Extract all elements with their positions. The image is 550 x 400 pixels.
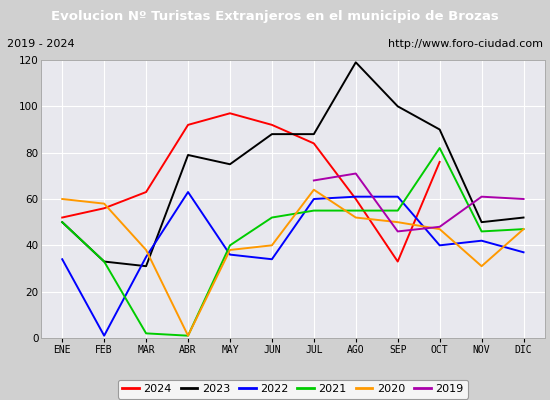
Text: http://www.foro-ciudad.com: http://www.foro-ciudad.com [388, 39, 543, 49]
Text: Evolucion Nº Turistas Extranjeros en el municipio de Brozas: Evolucion Nº Turistas Extranjeros en el … [51, 10, 499, 23]
Legend: 2024, 2023, 2022, 2021, 2020, 2019: 2024, 2023, 2022, 2021, 2020, 2019 [118, 380, 468, 398]
Text: 2019 - 2024: 2019 - 2024 [7, 39, 74, 49]
